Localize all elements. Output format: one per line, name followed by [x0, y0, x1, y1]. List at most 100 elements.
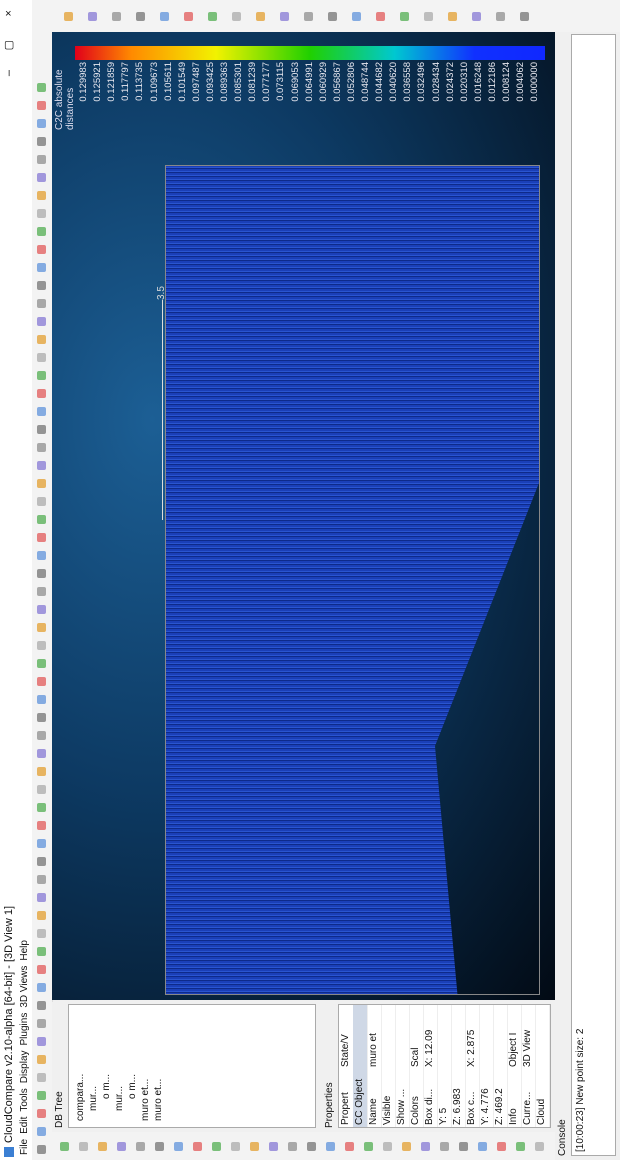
toolbar-button[interactable] [364, 1142, 373, 1151]
toolbar-button[interactable] [136, 12, 145, 21]
toolbar-button[interactable] [117, 1142, 126, 1151]
toolbar-button[interactable] [79, 1142, 88, 1151]
toolbar-button[interactable] [288, 1142, 297, 1151]
toolbar-button[interactable] [37, 353, 46, 362]
toolbar-button[interactable] [37, 281, 46, 290]
toolbar-button[interactable] [256, 12, 265, 21]
toolbar-button[interactable] [478, 1142, 487, 1151]
toolbar-button[interactable] [37, 731, 46, 740]
toolbar-button[interactable] [37, 803, 46, 812]
menu-item[interactable]: Help [19, 940, 30, 961]
toolbar-button[interactable] [37, 191, 46, 200]
toolbar-button[interactable] [64, 12, 73, 21]
tree-item[interactable]: mur... [88, 1085, 99, 1111]
toolbar-button[interactable] [376, 12, 385, 21]
toolbar-button[interactable] [37, 713, 46, 722]
toolbar-button[interactable] [37, 749, 46, 758]
toolbar-button[interactable] [37, 245, 46, 254]
toolbar-button[interactable] [37, 335, 46, 344]
toolbar-button[interactable] [37, 1001, 46, 1010]
toolbar-button[interactable] [155, 1142, 164, 1151]
toolbar-button[interactable] [37, 821, 46, 830]
toolbar-button[interactable] [326, 1142, 335, 1151]
toolbar-button[interactable] [37, 875, 46, 884]
toolbar-button[interactable] [37, 551, 46, 560]
menu-item[interactable]: Display [19, 1050, 30, 1084]
toolbar-button[interactable] [37, 1109, 46, 1118]
maximize-button[interactable]: ▢ [3, 40, 15, 51]
toolbar-button[interactable] [459, 1142, 468, 1151]
toolbar-button[interactable] [37, 137, 46, 146]
toolbar-button[interactable] [37, 209, 46, 218]
menu-item[interactable]: Plugins [19, 1012, 30, 1046]
toolbar-button[interactable] [88, 12, 97, 21]
toolbar-button[interactable] [60, 1142, 69, 1151]
toolbar-button[interactable] [37, 299, 46, 308]
toolbar-button[interactable] [440, 1142, 449, 1151]
toolbar-button[interactable] [174, 1142, 183, 1151]
toolbar-button[interactable] [37, 1037, 46, 1046]
toolbar-button[interactable] [421, 1142, 430, 1151]
minimize-button[interactable]: – [3, 70, 15, 77]
toolbar-button[interactable] [516, 1142, 525, 1151]
tree-item[interactable]: o m... [127, 1073, 138, 1099]
toolbar-button[interactable] [136, 1142, 145, 1151]
toolbar-button[interactable] [231, 1142, 240, 1151]
toolbar-button[interactable] [535, 1142, 544, 1151]
tree-item[interactable]: o m... [101, 1073, 112, 1099]
tree-item[interactable]: mur... [114, 1085, 125, 1111]
menu-item[interactable]: 3D Views [19, 965, 30, 1008]
toolbar-button[interactable] [112, 12, 121, 21]
toolbar-button[interactable] [37, 371, 46, 380]
toolbar-button[interactable] [37, 173, 46, 182]
toolbar-button[interactable] [37, 605, 46, 614]
toolbar-button[interactable] [307, 1142, 316, 1151]
toolbar-button[interactable] [37, 263, 46, 272]
toolbar-button[interactable] [37, 119, 46, 128]
toolbar-button[interactable] [37, 155, 46, 164]
toolbar-button[interactable] [383, 1142, 392, 1151]
toolbar-button[interactable] [37, 101, 46, 110]
toolbar-button[interactable] [37, 461, 46, 470]
toolbar-button[interactable] [37, 407, 46, 416]
toolbar-button[interactable] [37, 569, 46, 578]
toolbar-button[interactable] [208, 12, 217, 21]
toolbar-button[interactable] [37, 1073, 46, 1082]
toolbar-button[interactable] [37, 929, 46, 938]
toolbar-button[interactable] [98, 1142, 107, 1151]
toolbar-button[interactable] [304, 12, 313, 21]
toolbar-button[interactable] [37, 947, 46, 956]
menu-item[interactable]: Edit [19, 1116, 30, 1134]
toolbar-button[interactable] [37, 1019, 46, 1028]
toolbar-button[interactable] [160, 12, 169, 21]
toolbar-button[interactable] [184, 12, 193, 21]
toolbar-button[interactable] [37, 443, 46, 452]
toolbar-button[interactable] [37, 695, 46, 704]
close-button[interactable]: × [3, 10, 15, 17]
toolbar-button[interactable] [37, 587, 46, 596]
toolbar-button[interactable] [497, 1142, 506, 1151]
toolbar-button[interactable] [37, 857, 46, 866]
toolbar-button[interactable] [402, 1142, 411, 1151]
toolbar-button[interactable] [37, 515, 46, 524]
toolbar-button[interactable] [37, 965, 46, 974]
toolbar-button[interactable] [280, 12, 289, 21]
toolbar-button[interactable] [212, 1142, 221, 1151]
toolbar-button[interactable] [37, 425, 46, 434]
toolbar-button[interactable] [328, 12, 337, 21]
toolbar-button[interactable] [37, 623, 46, 632]
toolbar-button[interactable] [37, 677, 46, 686]
toolbar-button[interactable] [37, 983, 46, 992]
toolbar-button[interactable] [352, 12, 361, 21]
toolbar-button[interactable] [37, 533, 46, 542]
toolbar-button[interactable] [400, 12, 409, 21]
toolbar-button[interactable] [520, 12, 529, 21]
toolbar-button[interactable] [37, 839, 46, 848]
toolbar-button[interactable] [496, 12, 505, 21]
toolbar-button[interactable] [37, 785, 46, 794]
toolbar-button[interactable] [448, 12, 457, 21]
toolbar-button[interactable] [269, 1142, 278, 1151]
tree-item[interactable]: compara... [75, 1073, 86, 1121]
toolbar-button[interactable] [37, 227, 46, 236]
toolbar-button[interactable] [37, 767, 46, 776]
